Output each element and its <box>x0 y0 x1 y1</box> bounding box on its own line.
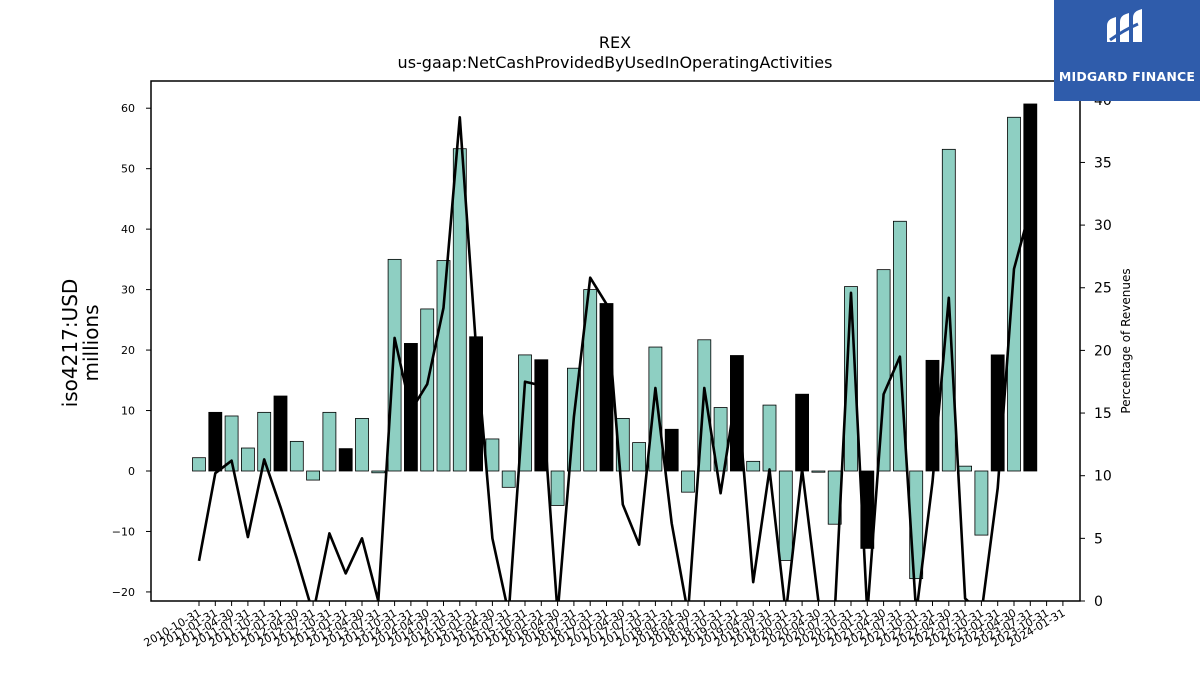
y-tick-label: 30 <box>121 284 135 297</box>
y-tick-label: 60 <box>121 102 135 115</box>
bar <box>436 260 451 472</box>
y2-tick-label: 0 <box>1094 594 1103 610</box>
y-tick-label: 20 <box>121 344 135 357</box>
y-tick-label: 10 <box>121 405 135 418</box>
bar <box>681 470 695 493</box>
y-tick-label: 50 <box>121 163 135 176</box>
chart-subtitle: us-gaap:NetCashProvidedByUsedInOperating… <box>398 53 833 72</box>
bar <box>811 470 826 473</box>
bar <box>273 395 288 472</box>
bar <box>648 346 663 472</box>
bar <box>1023 103 1038 472</box>
y2-tick-label: 35 <box>1094 155 1112 171</box>
bar <box>713 407 728 472</box>
bar <box>550 470 565 506</box>
bar <box>240 447 255 472</box>
bar <box>322 411 337 472</box>
bar <box>224 415 239 472</box>
bar <box>1007 116 1021 472</box>
plot-frame <box>150 80 1081 602</box>
y-axis-label-units: millions <box>79 304 103 381</box>
bar <box>795 393 809 472</box>
bar <box>306 470 321 481</box>
bar <box>974 470 989 536</box>
bar <box>485 438 500 472</box>
line-layer <box>197 116 1032 601</box>
y2-tick-label: 5 <box>1094 531 1103 547</box>
bar <box>958 465 972 472</box>
bar <box>257 411 272 472</box>
bar <box>289 440 304 472</box>
y2-tick-label: 25 <box>1094 281 1112 297</box>
bar <box>387 258 402 472</box>
logo-text: MIDGARD FINANCE <box>1058 69 1196 84</box>
bar <box>371 470 386 474</box>
bar <box>925 359 940 472</box>
bar <box>762 404 777 472</box>
bar <box>632 442 646 472</box>
x-axis: 2010-10-312011-01-312011-04-302011-07-31… <box>142 601 1067 650</box>
bar <box>420 308 435 472</box>
y2-tick-label: 10 <box>1094 469 1112 485</box>
y-tick-label: 0 <box>128 465 135 478</box>
y-axis-label: iso4217:USD <box>58 279 82 408</box>
series-line <box>197 116 1032 601</box>
logo-mark-icon <box>1107 9 1142 42</box>
bar <box>338 448 353 472</box>
bar <box>208 411 223 472</box>
bar <box>355 417 369 472</box>
bar <box>599 303 614 472</box>
midgard-finance-logo: MIDGARD FINANCE <box>1054 0 1200 101</box>
y-tick-label: −20 <box>112 586 135 599</box>
bar <box>192 457 206 472</box>
y-axis-left: −20 −10 0 10 20 30 40 50 60 <box>112 102 151 599</box>
y2-axis-label: Percentage of Revenues <box>1119 268 1133 413</box>
y2-tick-label: 30 <box>1094 218 1112 234</box>
chart-title: REX <box>599 33 631 52</box>
y-tick-label: −10 <box>112 525 135 538</box>
bar <box>583 289 598 472</box>
y-tick-label: 40 <box>121 223 135 236</box>
y-axis-right: 0510152025303540 <box>1080 93 1112 610</box>
y2-tick-label: 15 <box>1094 406 1112 422</box>
bar <box>746 460 761 472</box>
bar <box>778 470 793 561</box>
bar <box>452 148 467 472</box>
bars-layer <box>192 103 1038 580</box>
y2-tick-label: 20 <box>1094 343 1112 359</box>
bar <box>501 470 516 488</box>
bar <box>664 428 679 472</box>
